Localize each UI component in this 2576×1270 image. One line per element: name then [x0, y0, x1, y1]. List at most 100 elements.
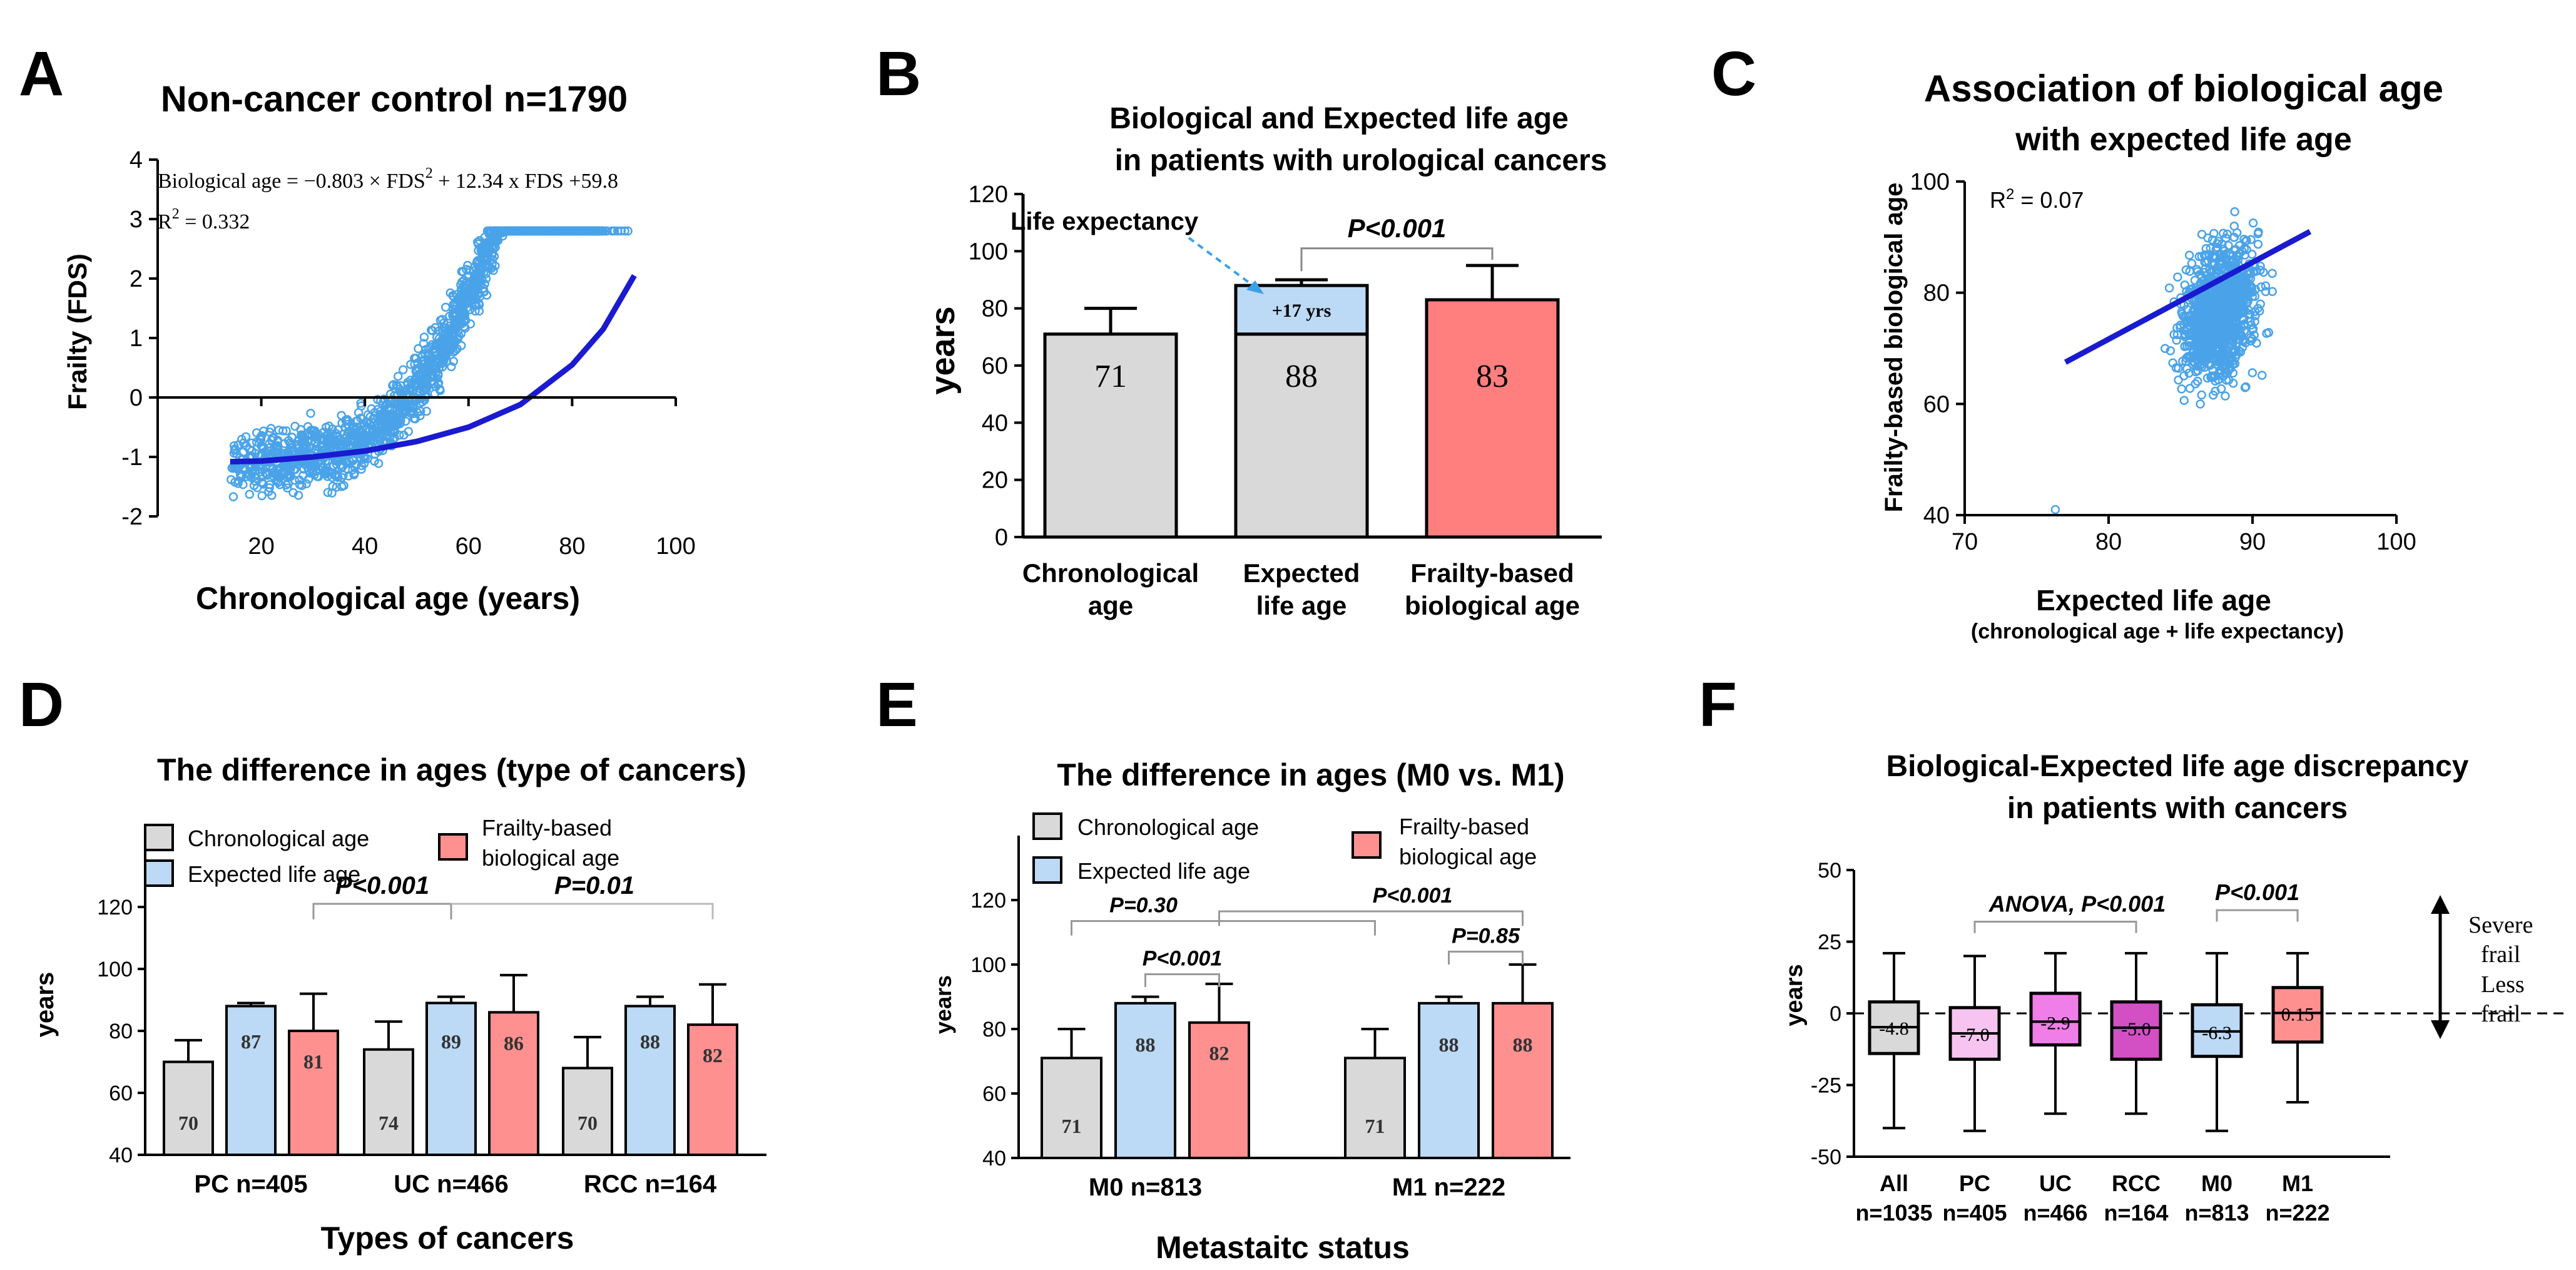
y-tick-label: -2	[121, 504, 143, 530]
x-tick-label: life age	[1256, 591, 1347, 620]
bar	[1041, 1057, 1102, 1159]
box	[2029, 991, 2082, 1047]
scatter-point	[517, 226, 527, 236]
x-tick-label: 90	[2239, 529, 2266, 555]
scatter-point	[2189, 297, 2199, 307]
scatter-point	[340, 422, 350, 432]
scatter-point	[392, 415, 402, 425]
x-tick-label: UC n=466	[394, 1170, 508, 1198]
bar	[225, 1005, 277, 1157]
x-tick-label: n=466	[2023, 1200, 2087, 1226]
panel-letter-a: A	[19, 39, 64, 109]
panel-b-title-line2: in patients with urological cancers	[1115, 144, 1607, 177]
bar-value-label: 71	[1062, 1115, 1082, 1137]
scatter-point	[2187, 259, 2197, 269]
pvalue-label: ANOVA, P<0.001	[1988, 891, 2166, 916]
scatter-point	[505, 226, 514, 236]
x-tick-label: Chronological	[1022, 558, 1199, 588]
scatter-point	[2253, 239, 2263, 249]
scatter-point	[475, 269, 485, 278]
scatter-point	[449, 308, 459, 317]
scatter-point	[230, 477, 240, 487]
scatter-point	[2236, 329, 2246, 339]
scatter-point	[489, 226, 499, 236]
scatter-point	[2164, 283, 2174, 293]
scatter-point	[390, 433, 399, 443]
panel-b-chart: 0 20 40 60 80 100 120 71 Chronological age +17 yrs…	[969, 182, 1602, 620]
scatter-point	[323, 488, 333, 497]
bar-value-label: 88	[1136, 1033, 1156, 1056]
scatter-point	[2192, 327, 2202, 337]
scatter-point	[375, 406, 385, 416]
scatter-point	[2199, 356, 2209, 366]
scatter-point	[2226, 277, 2236, 286]
scatter-point	[245, 489, 255, 499]
significance-bracket	[2216, 909, 2299, 922]
x-tick-label: PC n=405	[194, 1170, 307, 1198]
scatter-point	[258, 443, 267, 453]
scatter-point	[2184, 368, 2194, 378]
panel-f-title-line2: in patients with cancers	[2007, 792, 2348, 825]
bar-value-label: 82	[703, 1044, 723, 1067]
scatter-point	[431, 354, 441, 364]
scatter-point	[295, 475, 304, 484]
x-tick-label: 60	[456, 533, 482, 560]
scatter-point	[432, 374, 442, 383]
legend-label-frailty-1: Frailty-based	[1399, 814, 1529, 839]
y-tick-label: 0	[130, 385, 143, 411]
x-tick-label: 80	[2095, 529, 2122, 555]
scatter-point	[2241, 237, 2250, 246]
bar	[562, 1067, 613, 1157]
bar	[1344, 1057, 1406, 1159]
panel-c: Association of biological age with expec…	[1880, 68, 2443, 643]
scatter-point	[456, 309, 465, 319]
side-label-less-2: frail	[2481, 1001, 2520, 1027]
scatter-point	[258, 471, 268, 480]
bar-value-label: 88	[1285, 359, 1318, 394]
scatter-point	[509, 226, 519, 236]
bar	[425, 1001, 477, 1156]
scatter-point	[359, 453, 369, 463]
y-tick-label: -1	[121, 444, 143, 471]
scatter-point	[357, 461, 367, 471]
scatter-point	[2192, 312, 2201, 321]
panel-f-ylabel: years	[1781, 964, 1808, 1026]
legend-label-chronological: Chronological age	[188, 826, 369, 851]
x-tick-label: M0	[2201, 1170, 2232, 1196]
scatter-point	[2180, 280, 2190, 290]
scatter-point	[2248, 368, 2258, 377]
scatter-point	[2222, 284, 2231, 294]
y-tick-label: 4	[130, 147, 143, 173]
panel-b: Biological and Expected life age in pati…	[924, 102, 1607, 620]
scatter-point	[2181, 265, 2191, 275]
scatter-point	[2247, 250, 2257, 259]
scatter-point	[471, 289, 480, 299]
significance-bracket	[1973, 920, 2137, 933]
scatter-point	[443, 327, 452, 336]
scatter-point	[285, 466, 295, 475]
legend-swatch-frailty	[1352, 831, 1382, 859]
scatter-point	[332, 482, 342, 492]
scatter-point	[283, 479, 293, 488]
scatter-point	[623, 226, 633, 236]
scatter-point	[2179, 320, 2189, 329]
scatter-point	[318, 434, 328, 443]
scatter-point	[367, 404, 376, 414]
scatter-point	[2248, 218, 2258, 228]
scatter-point	[2166, 346, 2176, 356]
scatter-point	[274, 471, 284, 481]
scatter-point	[2248, 325, 2258, 335]
scatter-point	[620, 226, 629, 236]
scatter-point	[337, 411, 346, 421]
side-label-less-1: Less	[2481, 971, 2525, 998]
scatter-point	[257, 491, 267, 501]
scatter-point	[307, 464, 317, 474]
x-tick-label: RCC	[2112, 1170, 2161, 1196]
x-tick-label: PC	[1959, 1170, 1990, 1196]
panel-c-xlabel-sub: (chronological age + life expectancy)	[1971, 620, 2344, 643]
y-tick-label: 80	[982, 296, 1008, 322]
scatter-point	[421, 380, 431, 390]
bar-value-label: 70	[178, 1112, 198, 1134]
x-tick-label: M1 n=222	[1392, 1174, 1505, 1201]
